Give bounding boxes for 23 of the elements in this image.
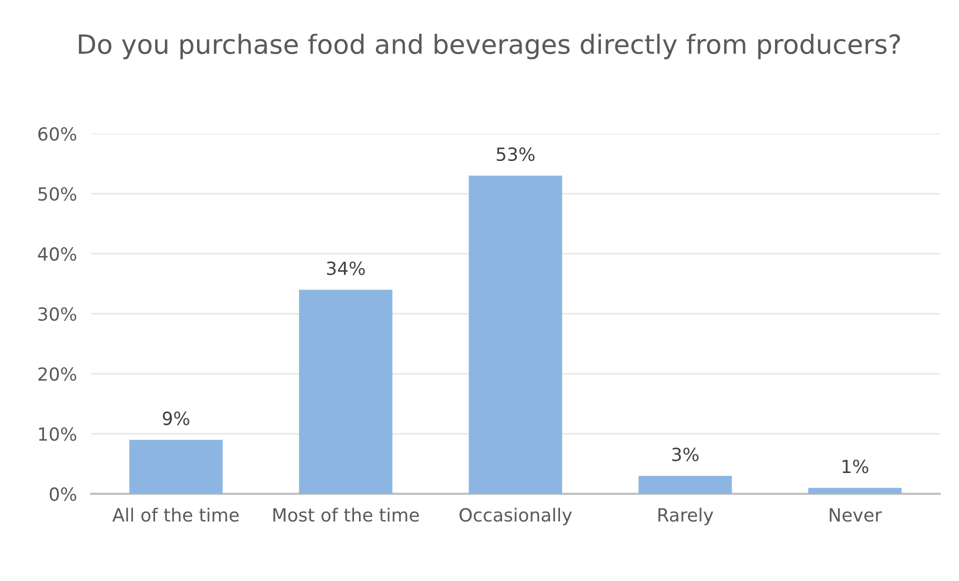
data-label: 53% [496, 147, 535, 162]
data-label: 1% [842, 460, 868, 474]
data-label: 9% [162, 412, 190, 426]
x-tick-label: All of the time [112, 508, 239, 522]
x-tick-label: Rarely [658, 508, 714, 526]
y-tick-label: 10% [39, 427, 76, 441]
chart-title: Do you purchase food and beverages directly from producers? [78, 34, 900, 60]
y-tick-label: 30% [38, 307, 76, 321]
bar [468, 176, 562, 494]
y-tick-label: 0% [50, 487, 76, 501]
y-tick-label: 20% [38, 367, 76, 381]
y-tick-label: 40% [38, 247, 76, 261]
data-label: 34% [327, 261, 365, 276]
bar [808, 488, 902, 494]
x-tick-label: Occasionally [460, 508, 572, 526]
bar [129, 440, 223, 494]
y-tick-label: 50% [38, 187, 76, 201]
bar [299, 290, 392, 494]
x-tick-label: Never [830, 508, 882, 522]
y-tick-label: 60% [38, 127, 76, 141]
bar [638, 476, 732, 494]
data-label: 3% [672, 448, 699, 462]
x-tick-label: Most of the time [273, 508, 419, 522]
